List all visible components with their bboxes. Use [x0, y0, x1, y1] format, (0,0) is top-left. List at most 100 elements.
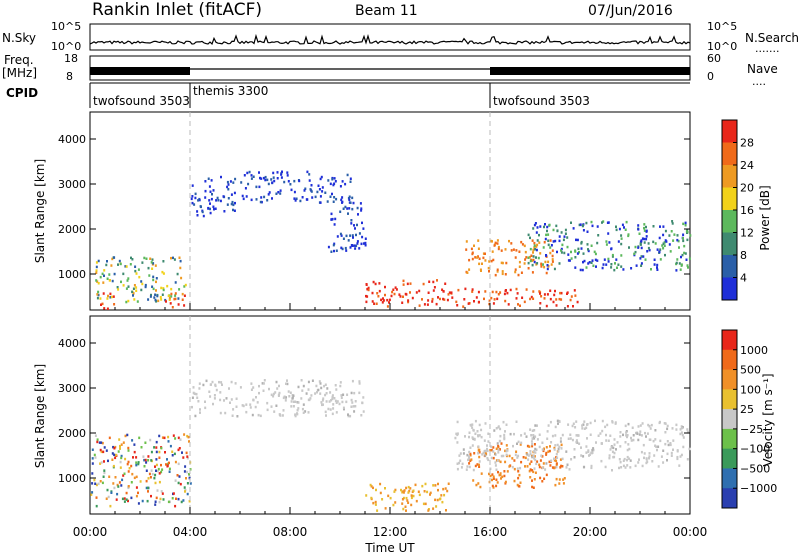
range-cell-9	[675, 269, 678, 272]
range-cell-6	[375, 302, 378, 305]
range-cell-9	[572, 227, 575, 230]
range-cell-0	[161, 492, 164, 495]
range-cell-2	[414, 483, 417, 487]
range-cell-4	[260, 196, 263, 199]
range-cell-4	[657, 465, 660, 468]
range-cell-4	[346, 173, 349, 177]
range-cell-6	[437, 296, 439, 299]
range-cell-0	[111, 257, 114, 261]
range-cell-1	[302, 403, 305, 406]
range-cell-9	[595, 265, 597, 268]
range-cell-9	[593, 250, 596, 254]
range-cell-9	[533, 223, 536, 227]
range-cell-2	[183, 304, 186, 307]
range-cell-9	[545, 233, 548, 237]
range-cell-0	[125, 491, 128, 495]
range-cell-0	[178, 475, 181, 478]
range-cell-4	[503, 436, 506, 439]
range-cell-6	[406, 282, 409, 286]
range-cell-6	[393, 292, 396, 296]
range-cell-9	[578, 223, 581, 227]
range-cell-4	[613, 443, 616, 446]
range-cell-8	[551, 258, 554, 261]
range-cell-4	[248, 170, 251, 174]
range-cell-9	[680, 255, 682, 259]
range-cell-4	[295, 197, 298, 200]
range-cell-4	[459, 459, 462, 462]
range-cell-1	[205, 379, 208, 383]
range-cell-0	[141, 261, 144, 264]
range-cell-1	[195, 392, 198, 396]
range-cell-3	[553, 459, 556, 462]
range-cell-4	[246, 171, 249, 175]
range-cell-0	[108, 475, 111, 478]
range-cell-3	[492, 477, 495, 480]
range-cell-0	[155, 300, 158, 303]
range-cell-0	[154, 481, 157, 485]
range-cell-4	[245, 195, 248, 198]
range-cell-7	[570, 295, 573, 298]
range-cell-8	[518, 265, 521, 268]
range-cell-0	[132, 294, 134, 297]
range-cell-3	[531, 485, 534, 489]
range-cell-9	[575, 238, 577, 242]
range-cell-5	[335, 249, 338, 252]
range-cell-5	[340, 234, 343, 237]
range-cell-9	[560, 231, 563, 234]
range-cell-0	[161, 293, 164, 296]
range-cell-6	[399, 295, 402, 298]
range-cell-8	[501, 270, 504, 273]
range-cell-9	[529, 247, 532, 251]
range-cell-2	[443, 493, 446, 497]
range-cell-3	[491, 473, 494, 476]
range-cell-0	[100, 450, 103, 454]
range-cell-9	[577, 247, 580, 251]
range-cell-0	[91, 448, 94, 451]
range-cell-6	[402, 283, 405, 286]
range-cell-4	[500, 454, 503, 458]
range-cell-4	[486, 449, 489, 453]
range-cell-4	[635, 431, 637, 435]
range-cell-1	[255, 396, 257, 399]
range-cell-0	[100, 441, 103, 444]
range-cell-4	[271, 181, 274, 184]
range-cell-7	[509, 288, 512, 292]
range-cell-9	[536, 226, 539, 229]
range-cell-0	[186, 434, 189, 438]
range-cell-0	[149, 295, 152, 298]
range-cell-8	[494, 241, 497, 245]
range-cell-6	[367, 288, 370, 292]
freq-left-tick-bottom: 8	[66, 70, 73, 83]
range-cell-4	[309, 188, 312, 191]
range-cell-0	[147, 486, 149, 490]
range-cell-4	[556, 443, 559, 447]
range-cell-5	[356, 206, 359, 210]
range-cell-4	[286, 174, 289, 177]
colorbar-swatch-1	[722, 142, 737, 166]
range-cell-9	[662, 247, 665, 250]
range-cell-2	[370, 485, 373, 488]
range-cell-7	[516, 292, 519, 295]
range-cell-6	[401, 301, 404, 304]
range-cell-0	[130, 496, 133, 500]
range-cell-4	[581, 424, 584, 427]
range-cell-9	[662, 242, 665, 245]
range-cell-2	[374, 503, 377, 506]
range-cell-1	[262, 389, 265, 392]
range-cell-1	[208, 390, 211, 393]
range-cell-0	[167, 440, 170, 443]
range-cell-0	[151, 267, 154, 270]
range-cell-9	[532, 227, 535, 230]
range-cell-2	[426, 490, 429, 494]
range-cell-8	[491, 240, 493, 243]
range-cell-0	[151, 258, 154, 261]
range-cell-3	[560, 443, 563, 447]
range-cell-0	[114, 456, 117, 460]
range-cell-9	[532, 255, 535, 258]
range-cell-0	[166, 464, 169, 467]
range-cell-9	[545, 254, 548, 257]
range-cell-4	[616, 441, 619, 444]
range-cell-4	[581, 427, 584, 430]
range-cell-9	[645, 237, 648, 241]
range-cell-1	[294, 400, 297, 403]
